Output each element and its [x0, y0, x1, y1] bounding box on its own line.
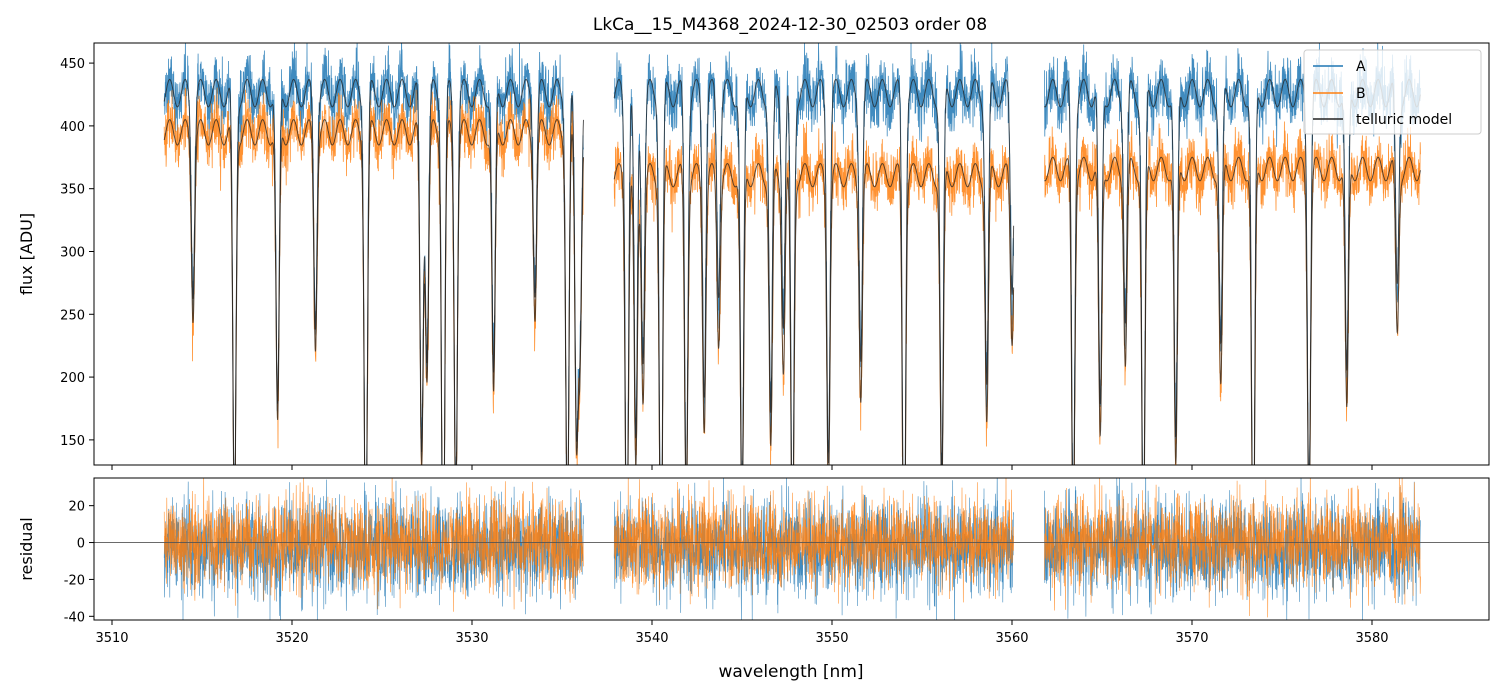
top-y-tick-label: 150 — [60, 434, 85, 449]
bottom-y-axis-label: residual — [17, 517, 36, 580]
bottom-panel-lines — [94, 478, 1489, 620]
legend-label-b: B — [1356, 86, 1366, 102]
top-y-tick-label: 200 — [60, 371, 85, 386]
series-b-line — [163, 87, 584, 465]
telluric-model-a-line — [163, 78, 584, 465]
series-b-line — [613, 121, 1014, 465]
bottom-x-tick-label: 3560 — [995, 631, 1028, 646]
top-y-tick-label: 400 — [60, 120, 85, 135]
top-y-tick-label: 250 — [60, 308, 85, 323]
top-y-tick-label: 350 — [60, 183, 85, 198]
bottom-panel-frame — [93, 477, 1490, 621]
legend-box — [1303, 49, 1482, 135]
telluric-model-b-line — [613, 163, 1015, 465]
top-panel-frame — [93, 42, 1490, 466]
top-y-tick-label: 450 — [60, 57, 85, 72]
top-panel-lines — [163, 43, 1421, 465]
telluric-model-b-line — [163, 119, 584, 465]
bottom-x-tick-label: 3540 — [635, 631, 668, 646]
residual-b-line — [1044, 478, 1421, 618]
bottom-x-tick-label: 3580 — [1355, 631, 1388, 646]
x-axis-label: wavelength [nm] — [718, 662, 863, 682]
legend: A B telluric model — [1303, 49, 1482, 135]
telluric-model-a-line — [1043, 78, 1421, 465]
telluric-model-b-line — [1044, 156, 1421, 465]
axes-ticks: 150 200 250 300 350 400 450 -40 -20 0 20 3510 3520 35… — [60, 57, 1388, 646]
top-y-tick-label: 300 — [60, 245, 85, 260]
bottom-y-tick-label: 20 — [68, 500, 85, 515]
top-y-axis-label: flux [ADU] — [17, 213, 36, 295]
bottom-x-tick-label: 3570 — [1175, 631, 1208, 646]
bottom-x-tick-label: 3530 — [455, 631, 488, 646]
residual-b-line — [163, 478, 584, 612]
residual-b-line — [613, 478, 1014, 605]
bottom-y-tick-label: -40 — [64, 610, 85, 625]
bottom-x-tick-label: 3550 — [815, 631, 848, 646]
bottom-x-tick-label: 3510 — [95, 631, 128, 646]
bottom-x-tick-label: 3520 — [275, 631, 308, 646]
chart-title: LkCa__15_M4368_2024-12-30_02503 order 08 — [593, 15, 987, 35]
bottom-y-tick-label: -20 — [64, 573, 85, 588]
legend-label-telluric: telluric model — [1356, 112, 1452, 128]
legend-label-a: A — [1356, 59, 1366, 75]
bottom-y-tick-label: 0 — [77, 537, 85, 552]
telluric-model-a-line — [613, 78, 1015, 465]
